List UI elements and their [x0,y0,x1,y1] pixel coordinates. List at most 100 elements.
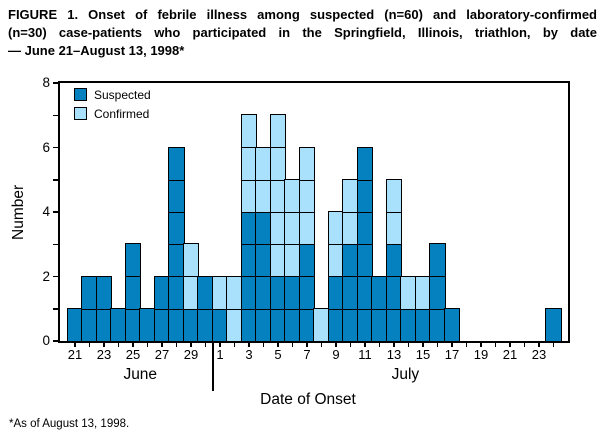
month-separator-line [212,341,214,391]
x-tick-label: 21 [67,347,83,362]
x-axis-tick [451,342,453,347]
figure-title-line-2: (n=30) case-patients who participated in… [8,25,597,40]
case-box [385,243,403,278]
footnote: *As of August 13, 1998. [9,418,130,430]
y-axis-tick [53,114,58,116]
case-box [356,243,374,278]
y-tick-label: 8 [42,75,50,90]
case-box [356,211,374,246]
legend-label-confirmed: Confirmed [94,106,150,121]
x-tick-label: 27 [154,347,170,362]
x-tick-label: 11 [358,347,372,362]
x-tick-label: 23 [531,347,547,362]
x-tick-label: 15 [415,347,431,362]
case-box [545,307,562,342]
x-axis-tick [175,342,178,347]
y-tick-label: 2 [42,268,50,284]
y-axis-tick [53,340,58,342]
case-box [385,211,403,246]
x-axis-tick [146,342,149,347]
y-axis-tick [53,146,58,149]
case-box [168,146,185,181]
x-axis-tick [161,342,163,347]
case-box [168,178,185,213]
x-axis-tick [364,342,366,347]
x-axis-tick [552,342,555,347]
y-tick-label: 0 [42,333,50,348]
case-box [182,243,200,278]
x-axis-tick [248,342,250,347]
figure-title: FIGURE 1. Onset of febrile illness among… [8,6,597,60]
x-axis-tick [204,342,207,347]
x-tick-label: 3 [245,347,253,362]
x-tick-label: 23 [96,347,112,362]
case-box [356,146,374,181]
case-box [124,243,142,278]
legend-swatch-confirmed [74,107,87,120]
case-box [429,243,446,278]
y-axis-tick [53,82,58,84]
x-axis-tick [465,342,468,347]
case-box [269,146,287,181]
x-axis-tick [233,342,236,347]
x-axis-tick [320,342,323,347]
x-axis-tick [407,342,410,347]
x-tick-label: 1 [216,347,224,362]
legend-swatch-suspected [74,88,87,101]
case-box [168,211,185,246]
x-axis-tick [378,342,381,347]
case-box [443,307,461,342]
case-box [385,178,403,213]
y-axis-title: Number [10,184,27,240]
x-axis-tick [523,342,526,347]
legend: Suspected Confirmed [74,85,151,123]
figure-title-line-1: FIGURE 1. Onset of febrile illness among… [8,7,597,22]
x-tick-label: 25 [125,347,141,362]
legend-item-suspected: Suspected [74,85,151,104]
legend-item-confirmed: Confirmed [74,104,151,123]
case-box [298,211,316,246]
x-tick-label: 21 [502,347,518,362]
x-axis-tick [190,342,192,347]
x-axis-tick [422,342,424,347]
case-box [240,114,258,149]
x-tick-label: 9 [332,347,340,362]
x-tick-label: 19 [473,347,489,362]
month-label-july: July [391,366,420,383]
y-axis-tick [53,179,58,181]
case-box [429,275,446,310]
case-box [298,146,316,181]
x-tick-label: 13 [386,347,402,362]
x-tick-label: 7 [303,347,311,362]
x-axis-tick [509,342,511,347]
x-axis-tick [538,342,540,347]
x-tick-label: 17 [444,347,460,362]
x-axis-tick [335,342,337,347]
y-axis-tick [53,275,58,278]
case-box [298,243,316,278]
y-axis-tick [53,243,58,245]
x-axis-tick [393,342,395,347]
x-axis-tick [277,342,279,347]
plot-area: 21 23 25 27 29 1 3 5 7 9 11 13 15 17 19 21 23 0 2 4 6 8 Suspe… [42,75,570,391]
x-axis-title: Date of Onset [260,391,356,408]
x-axis-tick [88,342,91,347]
x-axis-tick [262,342,265,347]
x-tick-label: 5 [274,347,282,362]
x-axis-tick [306,342,308,347]
case-box [356,178,374,213]
x-axis-tick [132,342,134,347]
x-axis-tick [349,342,352,347]
x-axis-tick [219,342,221,347]
y-axis-tick [53,211,58,213]
x-axis-tick [291,342,294,347]
legend-label-suspected: Suspected [94,87,151,102]
case-box [124,275,142,310]
x-axis-tick [436,342,439,347]
x-axis-tick [494,342,497,347]
case-box [298,178,316,213]
x-axis-tick [74,342,76,347]
y-tick-label: 6 [42,139,50,155]
y-axis-tick [53,308,58,310]
